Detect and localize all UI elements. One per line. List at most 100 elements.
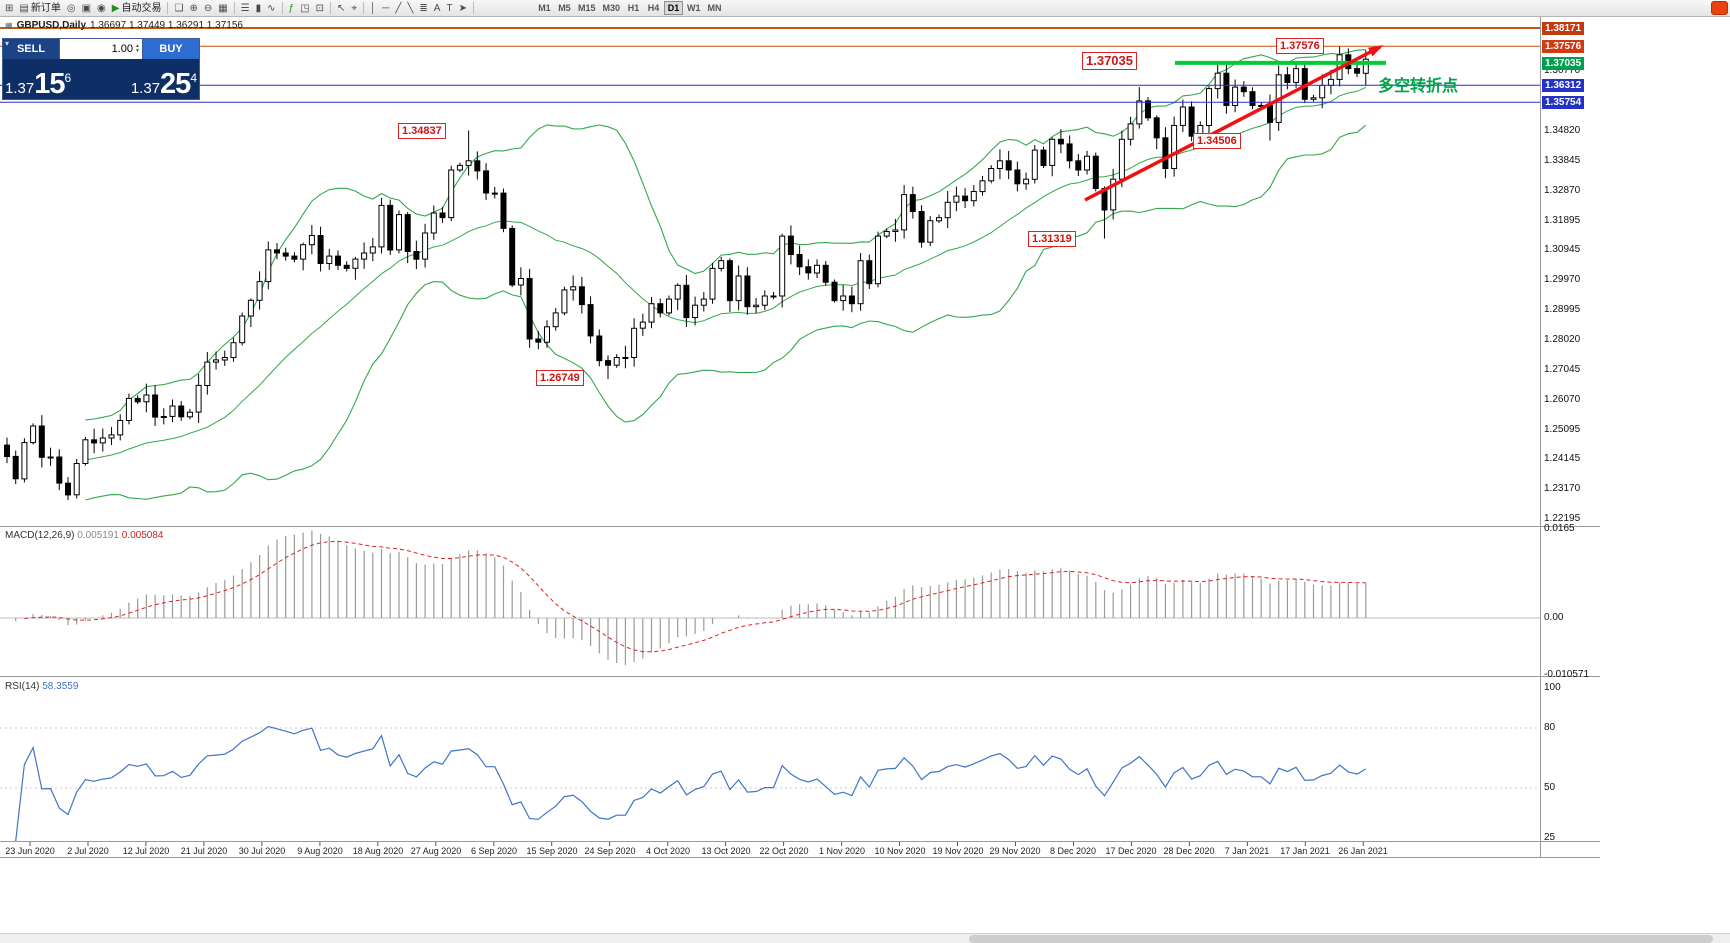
price-axis-highlight-label: 1.37576 — [1542, 40, 1585, 53]
price-callout-label[interactable]: 1.37035 — [1082, 52, 1137, 70]
macd-pane — [0, 530, 1540, 666]
timeframe-w1-button[interactable]: W1 — [684, 1, 704, 15]
macd-axis-label: 0.0165 — [1544, 523, 1575, 534]
collapse-panel-icon[interactable]: ▾ — [5, 39, 10, 48]
indicators-button[interactable]: ƒ — [286, 1, 298, 16]
time-axis-label: 27 Aug 2020 — [410, 846, 462, 856]
timeframe-m15-button[interactable]: M15 — [575, 1, 599, 15]
rsi-axis-label: 100 — [1544, 682, 1561, 693]
main-toolbar: ⊞ ▤ 新订单 ◎ ▣ ◉ ▶ 自动交易 ❏ ⊕ ⊖ ▦ ☰ ▮ ∿ ƒ ◳ ⊡ ↖ ⌖ │ ─ ╱ ╲ ≣ A T ➤ M1 M5 M1… — [0, 0, 1730, 17]
trendline-button[interactable]: ╱ — [392, 1, 404, 16]
time-axis-label: 4 Oct 2020 — [645, 846, 691, 856]
zoom-out-button[interactable]: ⊖ — [201, 1, 215, 16]
notifications-badge-icon[interactable] — [1711, 1, 1728, 15]
text-label-button[interactable]: T — [443, 1, 455, 16]
timeframe-button-group: M1 M5 M15 M30 H1 H4 D1 W1 MN — [535, 1, 725, 15]
buy-price-point: 4 — [190, 71, 197, 85]
price-axis-label: 1.34820 — [1544, 125, 1581, 136]
volume-spinner-icon[interactable]: ▲ ▼ — [135, 43, 140, 54]
templates-button[interactable]: ⊡ — [313, 1, 327, 16]
signals-icon: ◉ — [97, 2, 106, 14]
time-axis-label: 17 Jan 2021 — [1280, 846, 1330, 856]
price-axis-label: 1.33845 — [1544, 155, 1581, 166]
autotrading-button[interactable]: ▶ 自动交易 — [109, 1, 165, 16]
crosshair-button[interactable]: ⌖ — [348, 1, 360, 16]
chart-canvas[interactable] — [0, 17, 1600, 858]
horizontal-line-button[interactable]: ─ — [379, 1, 392, 16]
cursor-button[interactable]: ↖ — [334, 1, 348, 16]
grid-button[interactable]: ▦ — [215, 1, 230, 16]
price-callout-label[interactable]: 1.26749 — [536, 370, 584, 386]
new-chart-button[interactable]: ⊞ — [2, 1, 16, 16]
candlestick-chart-button[interactable]: ▮ — [253, 1, 265, 16]
mql5-community-button[interactable]: ◎ — [64, 1, 79, 16]
line-chart-button[interactable]: ∿ — [264, 1, 278, 16]
signals-button[interactable]: ◉ — [94, 1, 109, 16]
price-callout-label[interactable]: 1.37576 — [1276, 38, 1324, 54]
one-click-top-row: SELL 1.00 ▲ ▼ BUY — [3, 39, 199, 59]
sell-button[interactable]: SELL — [3, 39, 60, 59]
timeframe-h4-button[interactable]: H4 — [644, 1, 663, 15]
text-label-icon: T — [446, 2, 453, 14]
price-axis-highlight-label: 1.37035 — [1542, 57, 1585, 70]
zoom-out-icon: ⊖ — [203, 2, 213, 14]
text-button[interactable]: A — [431, 1, 444, 16]
timeframe-h1-button[interactable]: H1 — [624, 1, 643, 15]
candlestick-chart-icon: ▮ — [255, 2, 262, 14]
bar-chart-icon: ☰ — [240, 2, 250, 14]
toolbar-separator — [329, 2, 331, 14]
zoom-in-button[interactable]: ⊕ — [186, 1, 200, 16]
sell-price-pips: 15 — [34, 68, 65, 100]
time-axis-label: 21 Jul 2020 — [180, 846, 228, 856]
fibonacci-button[interactable]: ≣ — [416, 1, 430, 16]
timeframe-m30-button[interactable]: M30 — [599, 1, 623, 15]
main-price-pane — [0, 27, 1540, 501]
time-axis-label: 18 Aug 2020 — [352, 846, 404, 856]
price-axis-label: 1.24145 — [1544, 453, 1581, 464]
volume-input[interactable]: 1.00 ▲ ▼ — [60, 39, 142, 59]
time-axis-label: 7 Jan 2021 — [1224, 846, 1270, 856]
price-axis-label: 1.36770 — [1544, 65, 1581, 76]
time-axis-label: 1 Nov 2020 — [818, 846, 866, 856]
timeframe-m5-button[interactable]: M5 — [555, 1, 574, 15]
objects-list-button[interactable]: ◳ — [297, 1, 312, 16]
timeframe-m1-button[interactable]: M1 — [535, 1, 554, 15]
one-click-price-row: 1.37 15 6 1.37 25 4 — [3, 59, 199, 99]
toolbar-separator — [167, 2, 169, 14]
equidistant-channel-button[interactable]: ╲ — [404, 1, 416, 16]
arrows-button[interactable]: ➤ — [456, 1, 470, 16]
time-axis[interactable]: 23 Jun 2020 2 Jul 2020 12 Jul 2020 21 Jul 2… — [0, 846, 1540, 860]
horizontal-scrollbar[interactable] — [0, 933, 1730, 943]
zoom-in-icon: ⊕ — [189, 2, 198, 14]
timeframe-mn-button[interactable]: MN — [704, 1, 724, 15]
market-icon: ▣ — [81, 2, 92, 14]
price-axis-label: 1.23170 — [1544, 483, 1581, 494]
rsi-value: 58.3559 — [42, 681, 79, 692]
volume-value: 1.00 — [111, 43, 134, 55]
buy-button[interactable]: BUY — [142, 39, 199, 59]
price-axis[interactable]: 1.36770 1.34820 1.33845 1.32870 1.31895 1.309… — [1541, 17, 1601, 858]
toolbar-button-group: ⊞ ▤ 新订单 ◎ ▣ ◉ ▶ 自动交易 ❏ ⊕ ⊖ ▦ ☰ ▮ ∿ ƒ ◳ ⊡ ↖ ⌖ │ ─ ╱ ╲ ≣ A T ➤ — [2, 0, 477, 16]
crosshair-icon: ⌖ — [351, 2, 357, 14]
tile-windows-button[interactable]: ❏ — [171, 1, 186, 16]
time-axis-label: 23 Jun 2020 — [5, 846, 55, 856]
scrollbar-thumb[interactable] — [968, 935, 1713, 943]
time-axis-label: 10 Nov 2020 — [874, 846, 926, 856]
line-chart-icon: ∿ — [267, 2, 276, 14]
market-button[interactable]: ▣ — [79, 1, 94, 16]
timeframe-d1-button[interactable]: D1 — [663, 1, 683, 15]
trend-arrow-object[interactable] — [1084, 45, 1381, 202]
bar-chart-button[interactable]: ☰ — [238, 1, 253, 16]
turning-point-note[interactable]: 多空转折点 — [1378, 78, 1459, 95]
new-order-button[interactable]: ▤ 新订单 — [16, 1, 63, 16]
time-axis-label: 24 Sep 2020 — [584, 846, 636, 856]
price-callout-label[interactable]: 1.34837 — [398, 123, 446, 139]
price-callout-label[interactable]: 1.34506 — [1193, 133, 1241, 149]
vertical-line-button[interactable]: │ — [367, 1, 379, 16]
buy-price-figure: 1.37 — [130, 80, 161, 97]
time-axis-label: 26 Jan 2021 — [1338, 846, 1388, 856]
time-axis-label: 9 Aug 2020 — [297, 846, 343, 856]
chart-window-title: ▦ GBPUSD,Daily 1.36697 1.37449 1.36291 1… — [5, 20, 243, 31]
price-callout-label[interactable]: 1.31319 — [1028, 231, 1076, 247]
trend-arrow-head — [1368, 45, 1384, 57]
